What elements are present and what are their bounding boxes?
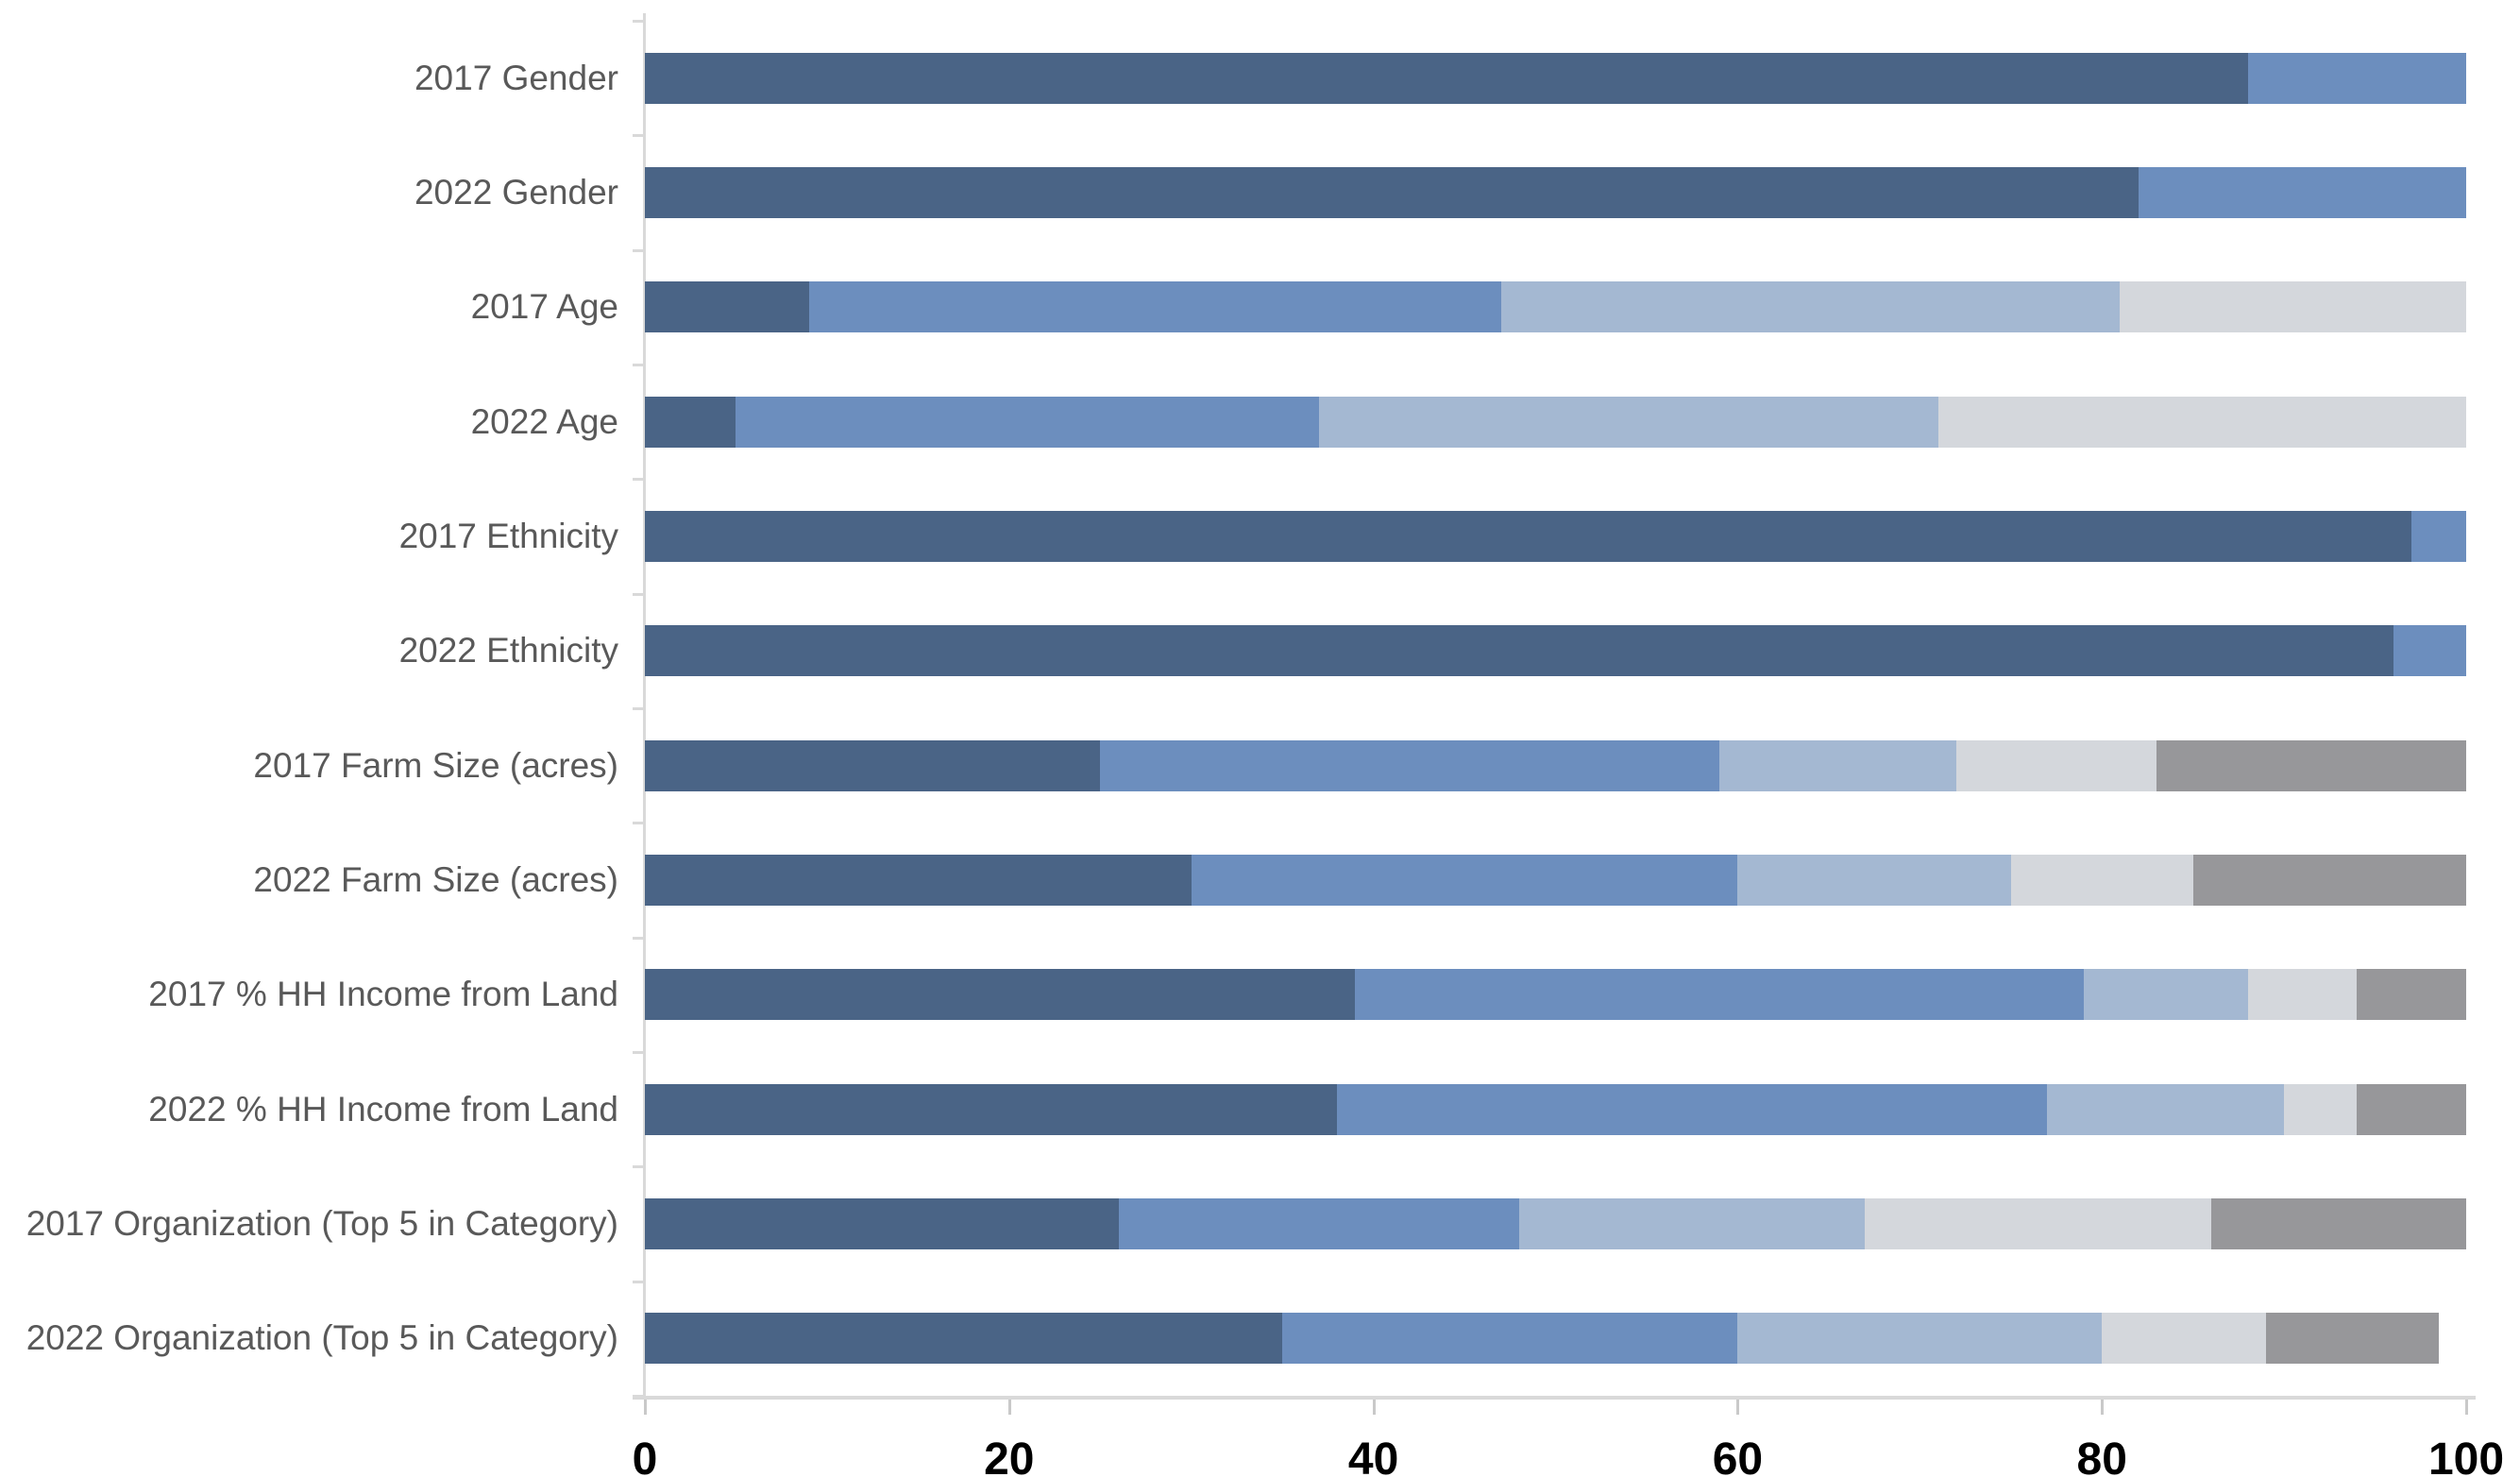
bar-segment — [645, 396, 736, 448]
y-tick — [633, 822, 643, 825]
category-label: 2017 Organization (Top 5 in Category) — [25, 1204, 618, 1243]
x-tick-label: 100 — [2427, 1435, 2505, 1477]
bar-segment — [645, 625, 2393, 677]
bar-segment — [2210, 1198, 2466, 1249]
bar-segment — [2411, 511, 2466, 562]
bar-segment — [1500, 281, 2121, 333]
bar-segment — [2156, 739, 2466, 791]
y-tick — [633, 592, 643, 596]
bar-segment — [645, 167, 2139, 218]
category-label: 2017 Ethnicity — [398, 517, 618, 555]
y-axis-line — [643, 13, 646, 1396]
bar — [645, 739, 2466, 791]
bar — [645, 1313, 2466, 1365]
category-label: 2017 Farm Size (acres) — [253, 745, 618, 785]
bar-segment — [645, 52, 2248, 104]
bar — [645, 625, 2466, 677]
bar-segment — [1737, 1313, 2103, 1365]
x-tick-label: 60 — [1712, 1435, 1764, 1477]
bar-segment — [2192, 855, 2466, 906]
bar-segment — [2284, 1083, 2358, 1135]
bar-segment — [2120, 281, 2466, 333]
bar-segment — [1337, 1083, 2048, 1135]
bar-segment — [2102, 1313, 2266, 1365]
category-label: 2022 Ethnicity — [398, 631, 618, 671]
bar-segment — [645, 855, 1192, 906]
category-label: 2017 % HH Income from Land — [148, 975, 618, 1014]
y-tick — [633, 248, 643, 252]
category-label: 2022 Age — [470, 401, 618, 441]
bar-segment — [2010, 855, 2193, 906]
category-label: 2022 % HH Income from Land — [148, 1089, 618, 1129]
bar-segment — [736, 396, 1319, 448]
x-tick — [1372, 1400, 1376, 1415]
bar-segment — [645, 511, 2412, 562]
x-tick — [2465, 1400, 2468, 1415]
bar-segment — [1282, 1313, 1738, 1365]
y-tick — [633, 20, 643, 23]
bar-segment — [1865, 1198, 2211, 1249]
bar-segment — [645, 1083, 1338, 1135]
bar-segment — [1719, 739, 1956, 791]
bar — [645, 52, 2466, 104]
bar-segment — [645, 969, 1356, 1021]
bar-segment — [1100, 739, 1720, 791]
x-tick-label: 20 — [984, 1435, 1035, 1477]
bar-segment — [645, 281, 809, 333]
y-tick — [633, 134, 643, 138]
bar — [645, 969, 2466, 1021]
bar-segment — [2047, 1083, 2285, 1135]
bar — [645, 1198, 2466, 1249]
bar-segment — [2083, 969, 2248, 1021]
bar-segment — [2357, 1083, 2466, 1135]
bar-segment — [2393, 625, 2466, 677]
y-tick — [633, 707, 643, 710]
x-tick — [1007, 1400, 1011, 1415]
x-tick-label: 0 — [632, 1435, 658, 1477]
bar-segment — [808, 281, 1501, 333]
bar-segment — [2265, 1313, 2440, 1365]
bar-segment — [2357, 969, 2466, 1021]
bar-segment — [1737, 855, 2011, 906]
bar-segment — [1955, 739, 2157, 791]
bar-segment — [2138, 167, 2466, 218]
category-label: 2017 Age — [470, 287, 618, 327]
bar-segment — [1118, 1198, 1519, 1249]
x-tick — [2101, 1400, 2105, 1415]
bar — [645, 396, 2466, 448]
x-axis-line — [633, 1396, 2476, 1400]
bar-segment — [645, 1313, 1283, 1365]
y-tick — [633, 936, 643, 940]
bar-segment — [2247, 52, 2466, 104]
bar — [645, 167, 2466, 218]
x-tick-label: 40 — [1347, 1435, 1399, 1477]
y-tick — [633, 1051, 643, 1054]
bar-segment — [1318, 396, 1938, 448]
bar-segment — [1937, 396, 2466, 448]
bar-segment — [1355, 969, 2084, 1021]
category-label: 2017 Gender — [414, 58, 618, 97]
y-tick — [633, 1165, 643, 1169]
category-label: 2022 Organization (Top 5 in Category) — [25, 1318, 618, 1358]
bar — [645, 281, 2466, 333]
category-label: 2022 Farm Size (acres) — [253, 860, 618, 899]
bar — [645, 511, 2466, 562]
y-tick — [633, 478, 643, 482]
x-tick — [644, 1400, 647, 1415]
x-tick-label: 80 — [2076, 1435, 2127, 1477]
bar-segment — [1518, 1198, 1866, 1249]
bar — [645, 855, 2466, 906]
bar-segment — [645, 1198, 1119, 1249]
category-label: 2022 Gender — [414, 173, 618, 212]
bar-segment — [645, 739, 1101, 791]
bar — [645, 1083, 2466, 1135]
y-tick — [633, 1280, 643, 1283]
x-tick — [1736, 1400, 1740, 1415]
bar-segment — [1191, 855, 1738, 906]
bar-segment — [2247, 969, 2358, 1021]
y-tick — [633, 364, 643, 366]
